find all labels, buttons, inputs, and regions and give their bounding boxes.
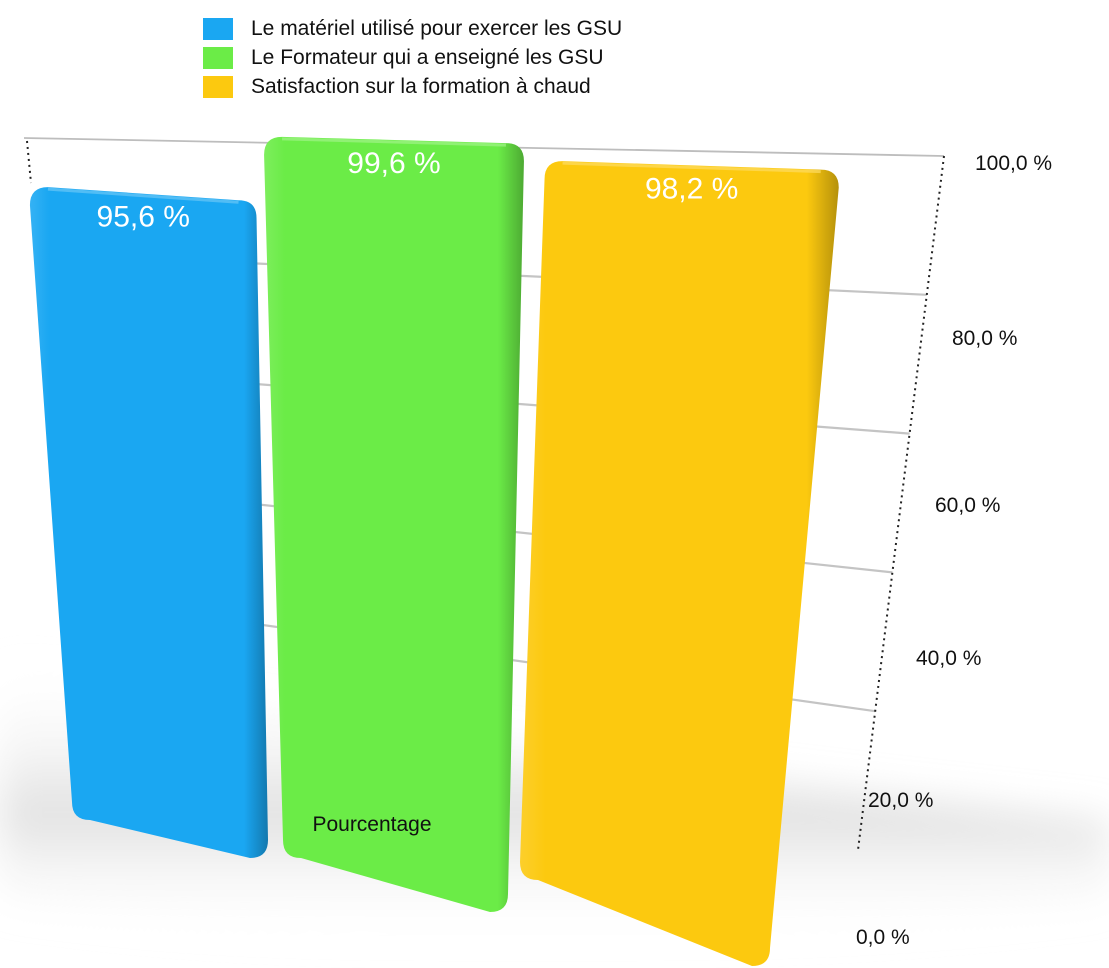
bar-0: [29, 187, 268, 859]
y-tick-label: 80,0 %: [952, 327, 1017, 350]
y-tick-label: 60,0 %: [935, 494, 1000, 517]
plot-left-edge: [26, 140, 32, 184]
bar-highlight-0: [47, 187, 239, 204]
legend-item-formateur[interactable]: Le Formateur qui a enseigné les GSU: [203, 43, 622, 72]
legend-label-materiel: Le matériel utilisé pour exercer les GSU: [251, 16, 623, 40]
legend-swatch-formateur: [203, 46, 233, 69]
bar-highlight-1: [282, 137, 506, 147]
y-tick-label: 20,0 %: [868, 789, 933, 812]
legend-label-formateur: Le Formateur qui a enseigné les GSU: [251, 45, 604, 69]
bar-highlight-2: [562, 161, 821, 174]
legend-item-satisfaction[interactable]: Satisfaction sur la formation à chaud: [203, 72, 622, 101]
legend-item-materiel[interactable]: Le matériel utilisé pour exercer les GSU: [203, 14, 622, 43]
bar-1: [264, 136, 524, 912]
bar-2: [520, 161, 839, 966]
plot-right-edge: [857, 155, 945, 851]
data-label-2: 98,2 %: [645, 172, 738, 205]
y-tick-label: 0,0 %: [856, 926, 910, 949]
legend: Le matériel utilisé pour exercer les GSU…: [203, 14, 622, 101]
legend-swatch-materiel: [203, 17, 233, 40]
y-tick-label: 40,0 %: [916, 647, 981, 670]
y-tick-label: 100,0 %: [975, 152, 1052, 175]
x-category-label: Pourcentage: [312, 813, 431, 836]
legend-label-satisfaction: Satisfaction sur la formation à chaud: [251, 74, 591, 98]
data-label-0: 95,6 %: [97, 201, 190, 234]
legend-swatch-satisfaction: [203, 75, 233, 98]
data-label-1: 99,6 %: [347, 147, 440, 180]
